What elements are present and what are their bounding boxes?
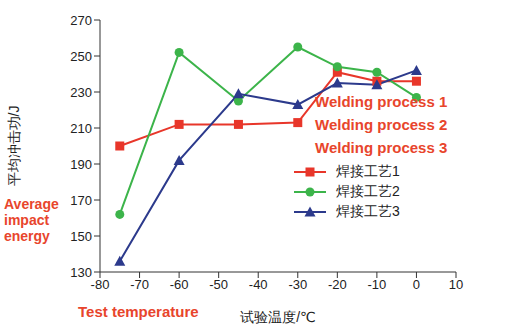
html-text:焊接工艺2: 焊接工艺2 [336, 183, 400, 199]
svg-text:平均冲击功/J: 平均冲击功/J [8, 106, 22, 187]
svg-text:190: 190 [70, 157, 92, 172]
svg-text:-30: -30 [288, 277, 307, 292]
svg-text:-20: -20 [328, 277, 347, 292]
svg-text:10: 10 [449, 277, 463, 292]
svg-text:-60: -60 [170, 277, 189, 292]
html-text:焊接工艺3: 焊接工艺3 [336, 203, 400, 219]
svg-text:250: 250 [70, 49, 92, 64]
html-text:焊接工艺1: 焊接工艺1 [336, 163, 400, 179]
svg-text:-40: -40 [249, 277, 268, 292]
html-text:Welding process 1: Welding process 1 [315, 93, 448, 110]
svg-text:270: 270 [70, 13, 92, 28]
svg-text:230: 230 [70, 85, 92, 100]
svg-text:210: 210 [70, 121, 92, 136]
svg-text:试验温度/℃: 试验温度/℃ [240, 309, 316, 325]
html-text:Welding process 2: Welding process 2 [315, 116, 448, 133]
html-text:Test temperature: Test temperature [78, 303, 199, 320]
svg-text:-70: -70 [130, 277, 149, 292]
svg-text:-80: -80 [91, 277, 110, 292]
html-text:Welding process 3: Welding process 3 [315, 139, 448, 156]
html-text:Average impact energy: Average impact energy [4, 196, 59, 244]
svg-text:-10: -10 [367, 277, 386, 292]
svg-text:150: 150 [70, 229, 92, 244]
svg-text:0: 0 [413, 277, 420, 292]
svg-text:-50: -50 [209, 277, 228, 292]
svg-text:130: 130 [70, 265, 92, 280]
svg-text:170: 170 [70, 193, 92, 208]
